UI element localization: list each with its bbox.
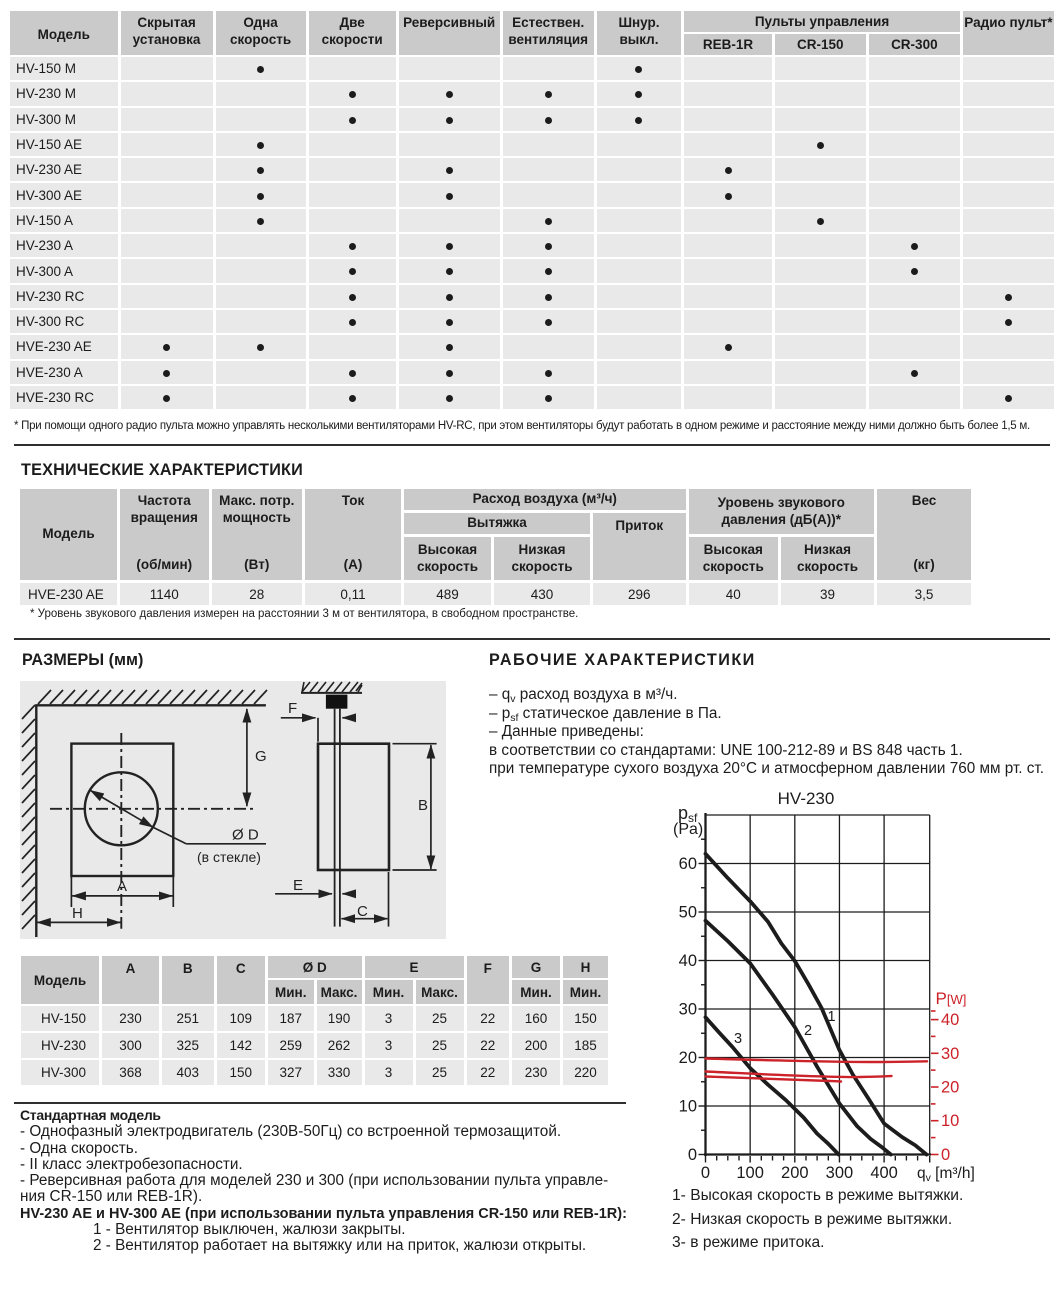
svg-text:50: 50 [679, 904, 697, 922]
svg-text:1: 1 [828, 1009, 836, 1025]
svg-text:30: 30 [679, 1001, 697, 1019]
svg-text:20: 20 [941, 1079, 959, 1097]
svg-text:3: 3 [734, 1031, 742, 1047]
svg-text:F: F [288, 700, 297, 717]
svg-text:(Pa): (Pa) [673, 821, 703, 838]
svg-text:H: H [72, 905, 83, 922]
svg-text:qv [m³/h]: qv [m³/h] [917, 1165, 975, 1184]
svg-text:B: B [418, 797, 428, 814]
svg-text:20: 20 [679, 1049, 697, 1067]
svg-text:200: 200 [781, 1164, 809, 1182]
svg-text:G: G [255, 748, 267, 765]
svg-text:2: 2 [804, 1023, 812, 1039]
svg-text:100: 100 [736, 1164, 764, 1182]
svg-text:60: 60 [679, 855, 697, 873]
svg-text:10: 10 [941, 1112, 959, 1130]
svg-text:HV-230: HV-230 [778, 789, 835, 808]
svg-text:40: 40 [679, 952, 697, 970]
svg-text:Ø D: Ø D [232, 827, 259, 844]
svg-text:0: 0 [701, 1164, 710, 1182]
svg-text:P[W]: P[W] [936, 989, 967, 1008]
svg-text:400: 400 [870, 1164, 898, 1182]
svg-text:C: C [357, 903, 368, 920]
svg-text:0: 0 [688, 1146, 697, 1164]
svg-text:40: 40 [941, 1011, 959, 1029]
svg-text:E: E [293, 877, 303, 894]
svg-text:10: 10 [679, 1098, 697, 1116]
svg-text:A: A [117, 878, 127, 895]
svg-text:300: 300 [826, 1164, 854, 1182]
svg-text:30: 30 [941, 1045, 959, 1063]
svg-text:(в стекле): (в стекле) [197, 849, 261, 865]
svg-text:0: 0 [941, 1146, 950, 1164]
